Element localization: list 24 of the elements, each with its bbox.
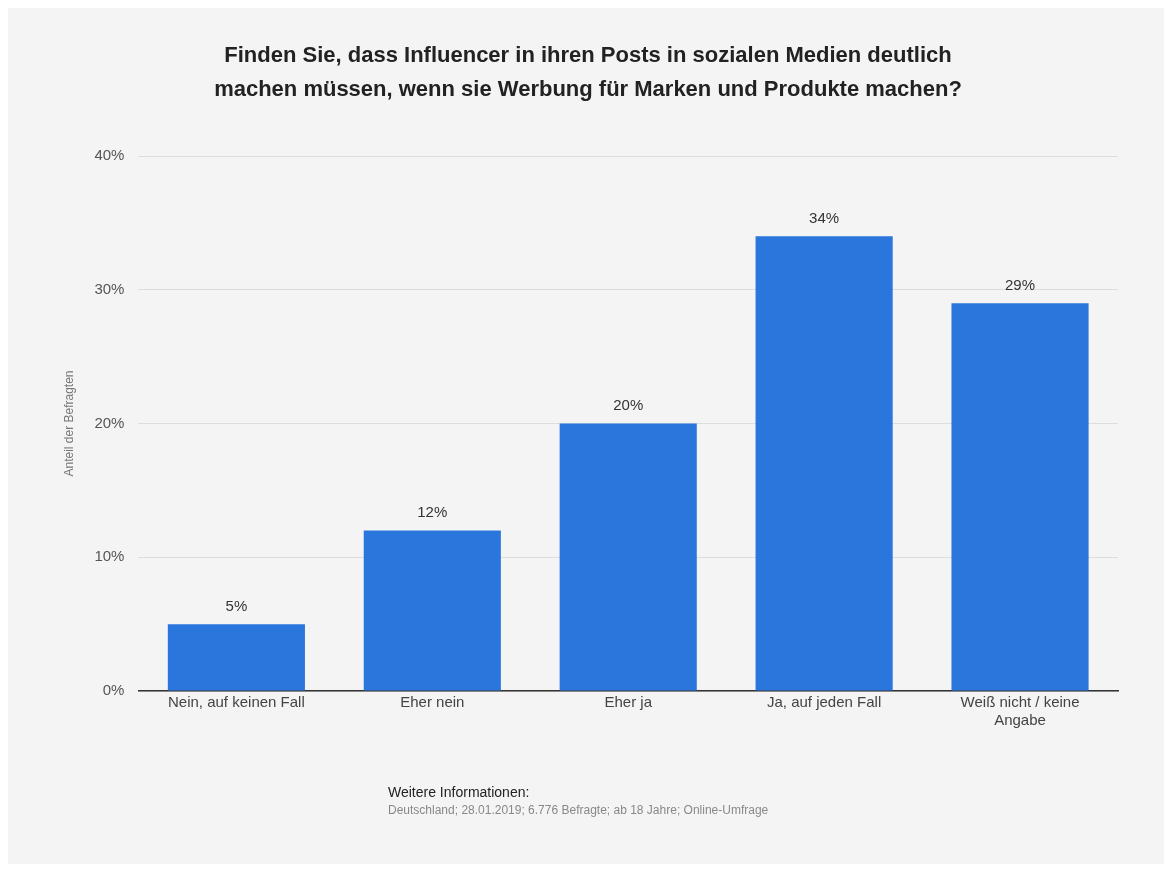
y-tick-label: 0% (102, 681, 125, 699)
text: Deutschland; 28.01.2019; 6.776 Befragte; ab 18 Jahre; Online-Umfrage (388, 802, 769, 819)
y-tick-label: 10% (94, 547, 125, 565)
y-tick-label: 30% (94, 279, 125, 297)
y-tick-label: 20% (94, 413, 125, 431)
bar (363, 530, 501, 691)
y-tick-label: 40% (94, 146, 125, 164)
y-axis-title: Anteil der Befragten (61, 370, 76, 477)
x-tick-label: Weiß nicht / keine Angabe (960, 693, 1080, 729)
x-tick-label: Eher ja (604, 693, 653, 711)
text: Weitere Informationen: (388, 783, 531, 801)
bar (951, 303, 1089, 691)
chart-title: Finden Sie, dass Influencer in ihren Posts in sozialen Medien deutlich machen müssen, wenn sie Werbung für Marken und Produkte machen? (213, 41, 963, 103)
bar (755, 236, 893, 691)
data-label: 20% (613, 396, 644, 414)
data-label: 34% (809, 208, 840, 226)
data-label: 29% (1005, 275, 1036, 293)
x-tick-label: Ja, auf jeden Fall (767, 693, 882, 711)
data-label: 5% (225, 596, 248, 614)
x-tick-label: Eher nein (400, 693, 465, 711)
x-tick-label: Nein, auf keinen Fall (168, 693, 305, 711)
bar (559, 423, 697, 691)
data-label: 12% (417, 503, 448, 521)
bar (167, 624, 305, 691)
